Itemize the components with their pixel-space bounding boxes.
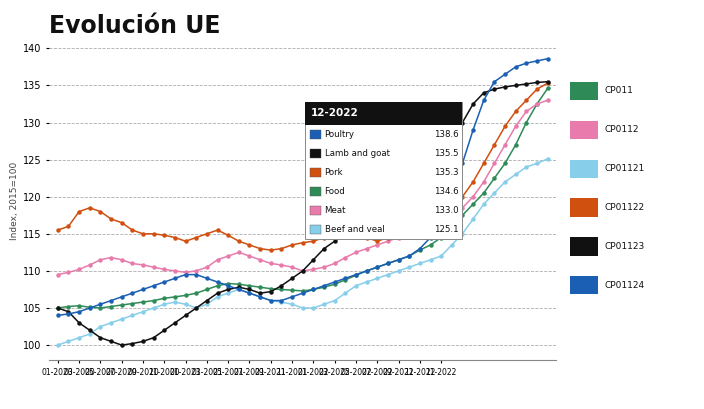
Bar [310, 149, 322, 158]
FancyBboxPatch shape [306, 101, 463, 239]
Text: Poultry: Poultry [325, 130, 355, 139]
Text: CP01122: CP01122 [604, 203, 644, 212]
Bar [310, 168, 322, 177]
Text: 135.3: 135.3 [434, 168, 458, 177]
Bar [310, 206, 322, 215]
Text: CP0112: CP0112 [604, 125, 639, 134]
Text: 133.0: 133.0 [434, 206, 458, 215]
Text: 135.5: 135.5 [434, 149, 458, 158]
Bar [310, 187, 322, 196]
Text: Meat: Meat [325, 206, 346, 215]
Text: Food: Food [325, 187, 345, 196]
Text: CP01123: CP01123 [604, 242, 644, 251]
FancyBboxPatch shape [306, 101, 463, 126]
Text: CP01124: CP01124 [604, 281, 644, 290]
Bar [310, 130, 322, 139]
Text: CP01121: CP01121 [604, 164, 644, 173]
Text: 12-2022: 12-2022 [310, 108, 358, 119]
Text: 138.6: 138.6 [434, 130, 458, 139]
Bar [310, 225, 322, 234]
Y-axis label: Index, 2015=100: Index, 2015=100 [10, 161, 19, 240]
Text: Pork: Pork [325, 168, 343, 177]
Text: Lamb and goat: Lamb and goat [325, 149, 389, 158]
Text: Evolución UE: Evolución UE [49, 13, 221, 38]
Text: Beef and veal: Beef and veal [325, 225, 384, 234]
Text: 125.1: 125.1 [434, 225, 458, 234]
Text: CP011: CP011 [604, 86, 633, 95]
Text: 134.6: 134.6 [434, 187, 458, 196]
